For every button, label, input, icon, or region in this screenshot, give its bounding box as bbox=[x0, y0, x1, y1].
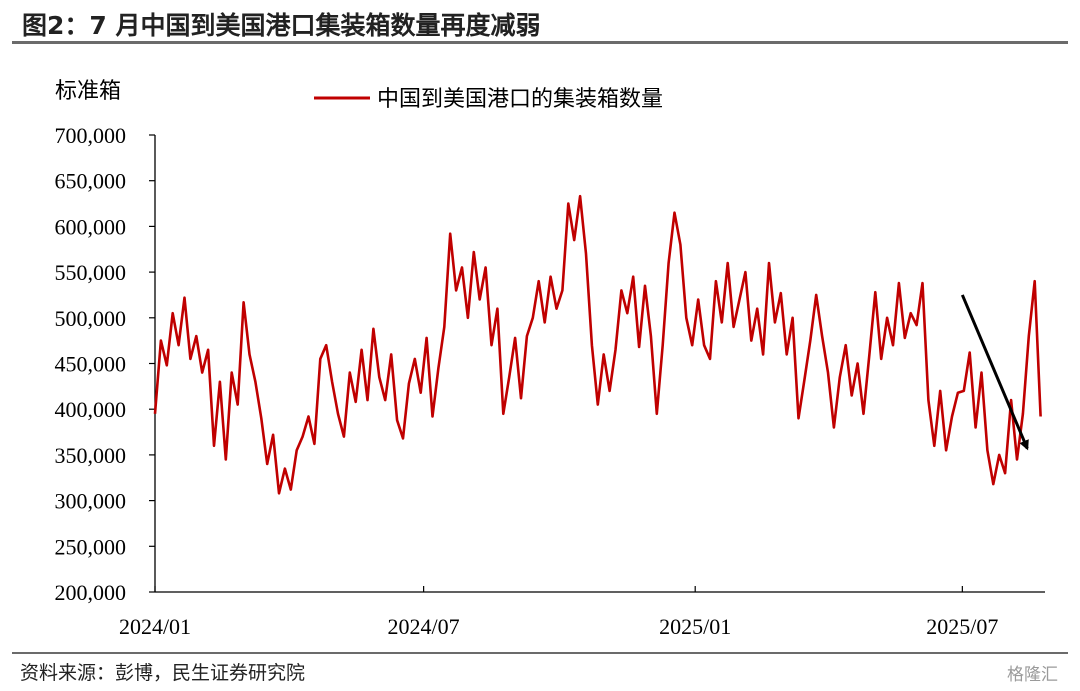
trend-arrow bbox=[960, 294, 1029, 451]
y-tick-label: 300,000 bbox=[55, 489, 127, 514]
y-tick-label: 650,000 bbox=[55, 169, 127, 194]
legend-label: 中国到美国港口的集装箱数量 bbox=[377, 86, 663, 111]
x-tick-label: 2025/01 bbox=[659, 614, 731, 639]
y-tick-label: 400,000 bbox=[55, 397, 127, 422]
y-tick-label: 600,000 bbox=[55, 214, 127, 239]
y-axis-label: 标准箱 bbox=[55, 78, 121, 103]
y-tick-label: 250,000 bbox=[55, 534, 127, 559]
x-tick-label: 2025/07 bbox=[926, 614, 998, 639]
y-tick-label: 700,000 bbox=[55, 123, 127, 148]
y-tick-label: 550,000 bbox=[55, 260, 127, 285]
x-axis: 2024/01 2024/07 2025/01 2025/07 bbox=[119, 586, 998, 639]
title-divider bbox=[12, 41, 1068, 44]
y-tick-label: 500,000 bbox=[55, 306, 127, 331]
line-chart: 标准箱 中国到美国港口的集装箱数量 200,000 250,000 300,000 3… bbox=[55, 78, 1045, 639]
y-tick-label: 200,000 bbox=[55, 580, 127, 605]
watermark-logo: 格隆汇 bbox=[1007, 665, 1058, 685]
source-divider bbox=[12, 652, 1068, 654]
figure-title: 图2：7 月中国到美国港口集装箱数量再度减弱 bbox=[22, 11, 541, 40]
x-tick-label: 2024/01 bbox=[119, 614, 191, 639]
y-axis: 200,000 250,000 300,000 350,000 400,000 450,0… bbox=[55, 123, 155, 605]
x-tick-label: 2024/07 bbox=[388, 614, 460, 639]
y-tick-label: 350,000 bbox=[55, 443, 127, 468]
y-tick-label: 450,000 bbox=[55, 352, 127, 377]
source-note: 资料来源：彭博，民生证券研究院 bbox=[20, 662, 306, 684]
series-line bbox=[153, 194, 1042, 495]
